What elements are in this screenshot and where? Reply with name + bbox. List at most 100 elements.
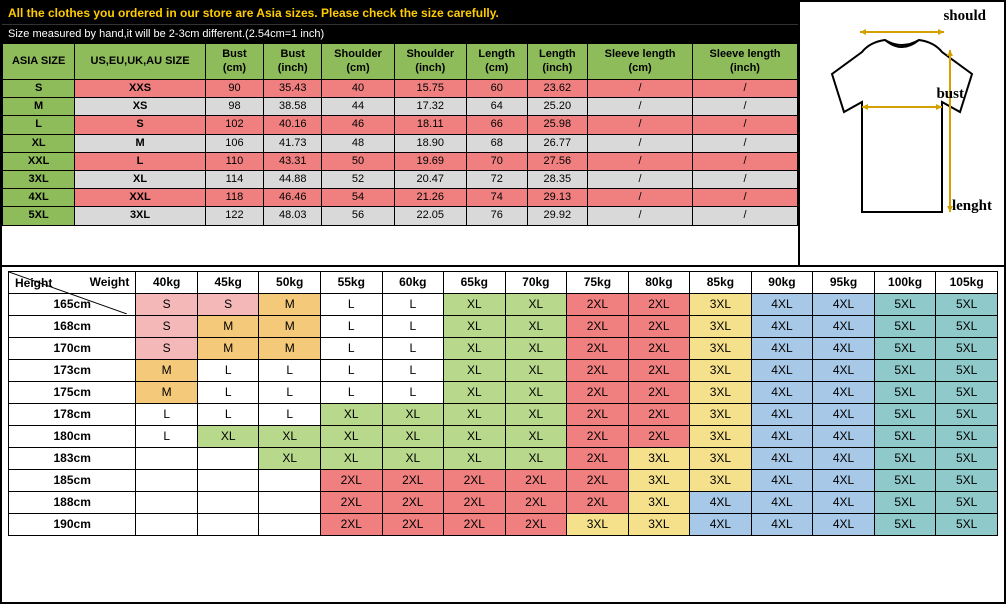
rec-cell: XL xyxy=(259,448,321,470)
rec-cell: 4XL xyxy=(813,470,875,492)
measure-cell: 29.92 xyxy=(527,207,588,225)
weight-header: 50kg xyxy=(259,272,321,294)
measure-cell: 21.26 xyxy=(394,189,466,207)
rec-cell: 2XL xyxy=(382,470,444,492)
size-row: SXXS9035.434015.756023.62// xyxy=(3,80,798,98)
measure-cell: 50 xyxy=(322,152,394,170)
rec-cell: L xyxy=(382,338,444,360)
size-row: XLM10641.734818.906826.77// xyxy=(3,134,798,152)
rec-cell xyxy=(197,514,259,536)
size-row: XXLL11043.315019.697027.56// xyxy=(3,152,798,170)
rec-row: 178cmLLLXLXLXLXL2XL2XL3XL4XL4XL5XL5XL xyxy=(9,404,998,426)
rec-cell: 4XL xyxy=(813,448,875,470)
rec-cell: XL xyxy=(505,338,567,360)
height-header: 168cm xyxy=(9,316,136,338)
measure-cell: 54 xyxy=(322,189,394,207)
rec-cell: 4XL xyxy=(813,514,875,536)
measure-cell: 29.13 xyxy=(527,189,588,207)
rec-cell: 4XL xyxy=(813,492,875,514)
rec-cell: 3XL xyxy=(690,426,752,448)
rec-cell: XL xyxy=(197,426,259,448)
rec-cell: 2XL xyxy=(444,514,506,536)
rec-cell: 5XL xyxy=(874,404,936,426)
rec-cell: 5XL xyxy=(874,448,936,470)
rec-cell: 3XL xyxy=(628,470,690,492)
rec-cell: XL xyxy=(382,426,444,448)
label-bust: bust xyxy=(936,86,964,103)
rec-cell: M xyxy=(197,316,259,338)
size-header: Length(cm) xyxy=(466,44,527,80)
measure-cell: 17.32 xyxy=(394,98,466,116)
rec-cell: M xyxy=(259,338,321,360)
us-size-cell: L xyxy=(75,152,206,170)
measure-cell: 41.73 xyxy=(264,134,322,152)
rec-cell: 3XL xyxy=(690,470,752,492)
rec-cell: 2XL xyxy=(567,448,629,470)
rec-cell: 2XL xyxy=(320,470,382,492)
rec-cell: L xyxy=(320,360,382,382)
weight-header: 40kg xyxy=(136,272,198,294)
weight-header: 80kg xyxy=(628,272,690,294)
rec-row: 175cmMLLLLXLXL2XL2XL3XL4XL4XL5XL5XL xyxy=(9,382,998,404)
rec-cell: 2XL xyxy=(320,514,382,536)
measure-cell: 118 xyxy=(205,189,263,207)
rec-cell: 3XL xyxy=(690,448,752,470)
us-size-cell: S xyxy=(75,116,206,134)
asia-size-cell: 5XL xyxy=(3,207,75,225)
rec-cell: 2XL xyxy=(382,514,444,536)
size-row: 5XL3XL12248.035622.057629.92// xyxy=(3,207,798,225)
rec-cell: 2XL xyxy=(628,360,690,382)
asia-size-cell: XXL xyxy=(3,152,75,170)
rec-cell: 4XL xyxy=(813,294,875,316)
rec-cell: S xyxy=(136,294,198,316)
corner-cell: WeightHeight xyxy=(9,272,136,294)
rec-cell: 5XL xyxy=(936,514,998,536)
rec-cell: 2XL xyxy=(382,492,444,514)
rec-cell xyxy=(259,492,321,514)
weight-header: 100kg xyxy=(874,272,936,294)
measure-cell: 25.98 xyxy=(527,116,588,134)
rec-cell: 5XL xyxy=(936,316,998,338)
rec-cell: 2XL xyxy=(505,470,567,492)
measure-cell: 26.77 xyxy=(527,134,588,152)
measure-cell: 68 xyxy=(466,134,527,152)
weight-header: 75kg xyxy=(567,272,629,294)
rec-row: 188cm2XL2XL2XL2XL2XL3XL4XL4XL4XL5XL5XL xyxy=(9,492,998,514)
weight-header: 90kg xyxy=(751,272,813,294)
rec-cell xyxy=(136,470,198,492)
rec-cell: L xyxy=(382,316,444,338)
measure-cell: 23.62 xyxy=(527,80,588,98)
measure-cell: 64 xyxy=(466,98,527,116)
rec-cell xyxy=(197,470,259,492)
measure-cell: 46.46 xyxy=(264,189,322,207)
height-header: 190cm xyxy=(9,514,136,536)
measure-cell: / xyxy=(588,170,693,188)
rec-cell: 3XL xyxy=(690,382,752,404)
size-table: ASIA SIZEUS,EU,UK,AU SIZEBust(cm)Bust(in… xyxy=(2,43,798,226)
weight-header: 65kg xyxy=(444,272,506,294)
rec-cell: S xyxy=(136,338,198,360)
measure-cell: 18.11 xyxy=(394,116,466,134)
rec-cell: 5XL xyxy=(874,514,936,536)
measure-cell: / xyxy=(693,98,798,116)
rec-cell: M xyxy=(136,382,198,404)
rec-cell: 4XL xyxy=(751,514,813,536)
rec-cell: L xyxy=(136,404,198,426)
rec-cell: L xyxy=(320,382,382,404)
rec-cell: XL xyxy=(444,426,506,448)
rec-cell: XL xyxy=(505,426,567,448)
rec-cell: XL xyxy=(382,404,444,426)
rec-cell: XL xyxy=(320,448,382,470)
page: All the clothes you ordered in our store… xyxy=(0,0,1006,604)
weight-header: 70kg xyxy=(505,272,567,294)
rec-cell: 5XL xyxy=(936,338,998,360)
rec-cell: 5XL xyxy=(874,382,936,404)
measure-cell: / xyxy=(588,98,693,116)
rec-cell xyxy=(259,470,321,492)
rec-cell: 4XL xyxy=(751,426,813,448)
rec-cell: 4XL xyxy=(751,470,813,492)
rec-cell: 4XL xyxy=(751,492,813,514)
rec-cell: L xyxy=(320,316,382,338)
measure-cell: 110 xyxy=(205,152,263,170)
rec-cell: M xyxy=(197,338,259,360)
